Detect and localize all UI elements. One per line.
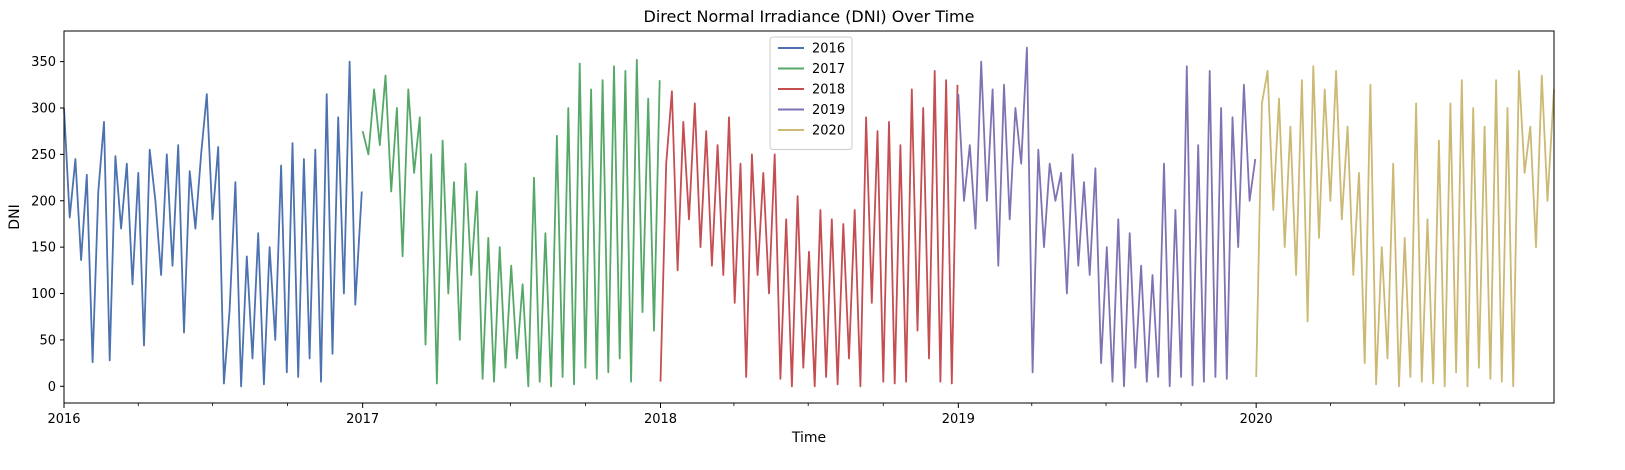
x-tick-label: 2017 [346, 412, 379, 427]
y-axis: 0 50 100 150 200 250 300 350 [31, 55, 64, 395]
legend-box [769, 36, 853, 150]
y-tick-label: 150 [31, 241, 56, 256]
legend-label-2018: 2018 [812, 83, 845, 98]
legend-label-2019: 2019 [812, 103, 845, 118]
x-tick-label: 2016 [47, 412, 80, 427]
legend-label-2017: 2017 [812, 62, 845, 77]
legend: 2016 2017 2018 2019 2020 [769, 36, 853, 150]
series-line-2020 [1255, 65, 1555, 388]
plot-frame [63, 30, 1555, 404]
chart-title: Direct Normal Irradiance (DNI) Over Time [644, 7, 975, 26]
y-tick-label: 0 [48, 380, 56, 395]
x-tick-label: 2020 [1240, 412, 1273, 427]
y-tick-label: 350 [31, 55, 56, 70]
y-tick-label: 50 [39, 333, 56, 348]
legend-label-2016: 2016 [812, 42, 845, 57]
x-axis-label: Time [791, 430, 826, 446]
y-axis-label: DNI [7, 204, 23, 229]
x-axis: 2016 2017 2018 2019 2020 [47, 403, 1481, 427]
legend-label-2020: 2020 [812, 124, 845, 139]
series-layer [63, 46, 1555, 388]
series-line-2016 [63, 60, 363, 388]
x-tick-label: 2019 [942, 412, 975, 427]
y-tick-label: 200 [31, 194, 56, 209]
series-line-2017 [361, 58, 661, 388]
y-tick-label: 300 [31, 101, 56, 116]
series-line-2018 [659, 70, 959, 388]
y-tick-label: 100 [31, 287, 56, 302]
series-line-2019 [957, 46, 1257, 388]
y-tick-label: 250 [31, 148, 56, 163]
x-tick-label: 2018 [644, 412, 677, 427]
